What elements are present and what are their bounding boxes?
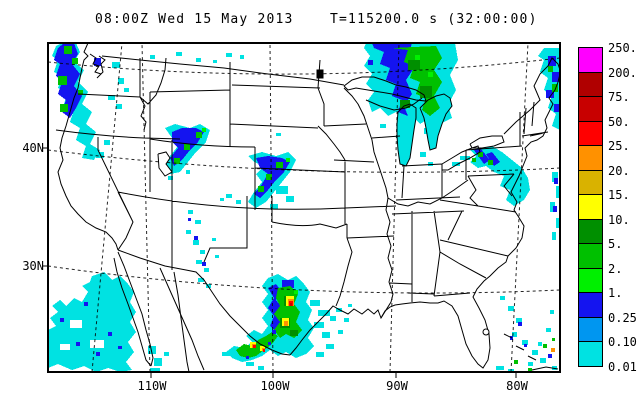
precip-blob-baja-pacific — [48, 272, 169, 372]
lon-label-110w: 110W — [137, 379, 167, 393]
precip-blob-texas — [222, 274, 352, 370]
gridline-110w — [141, 42, 151, 373]
colorbar-cell-4 — [578, 145, 603, 171]
lake-superior-outline — [343, 76, 427, 102]
precip-blob-lake-superior — [364, 43, 458, 166]
axis-ticks — [42, 147, 517, 378]
colorbar-cell-2 — [578, 96, 603, 122]
colorbar-cell-11 — [578, 316, 603, 343]
gridline-80w — [510, 42, 529, 373]
colorbar-cell-12 — [578, 341, 603, 367]
colorbar-label-10.: 10. — [608, 212, 630, 227]
precip-specks-montana — [150, 52, 244, 63]
precip-specks-new-mexico — [186, 210, 219, 288]
colorbar-label-0.10: 0.10 — [608, 335, 637, 350]
lake-huron-outline — [419, 93, 453, 151]
lake-michigan-outline — [396, 103, 417, 167]
puget-sound — [89, 53, 106, 79]
bahamas-islands — [503, 333, 559, 371]
lake-erie-outline — [441, 145, 481, 171]
timestamp-label: 08:00Z Wed 15 May 2013 — [95, 12, 294, 27]
precip-blob-utah — [164, 124, 210, 180]
colorbar-label-20.: 20. — [608, 163, 630, 178]
canada-border — [101, 55, 345, 86]
colorbar-label-15.: 15. — [608, 188, 630, 203]
state-borders — [55, 57, 549, 373]
pacific-coastline — [57, 42, 119, 251]
map-frame — [42, 42, 561, 378]
colorbar-cell-0 — [578, 47, 603, 73]
lake-ontario-outline — [469, 135, 505, 149]
precip-blob-nebraska — [220, 133, 296, 209]
precipitation-layer — [48, 43, 561, 372]
colorbar-label-75.: 75. — [608, 90, 630, 105]
gulf-atlantic-coastline — [289, 73, 561, 369]
colorbar — [578, 47, 603, 367]
lon-label-80w: 80W — [506, 379, 528, 393]
lon-label-90w: 90W — [386, 379, 408, 393]
colorbar-cell-10 — [578, 292, 603, 318]
map-outline-layer — [55, 42, 561, 373]
colorbar-label-250.: 250. — [608, 41, 637, 55]
colorbar-cell-6 — [578, 194, 603, 220]
colorbar-cell-5 — [578, 169, 603, 196]
lon-label-100w: 100W — [260, 379, 290, 393]
colorbar-label-25.: 25. — [608, 139, 630, 154]
colorbar-label-200.: 200. — [608, 65, 637, 80]
colorbar-cell-1 — [578, 71, 603, 98]
colorbar-label-5.: 5. — [608, 237, 623, 252]
gridline-115w — [91, 42, 123, 373]
colorbar-cell-7 — [578, 218, 603, 245]
lake-michigan — [397, 104, 416, 166]
precip-blob-maine — [538, 48, 560, 130]
lat-label-40n: 40N — [22, 141, 44, 155]
lat-label-30n: 30N — [22, 259, 44, 273]
precip-blob-florida — [496, 296, 557, 372]
colorbar-label-0.25: 0.25 — [608, 310, 637, 325]
great-salt-lake — [157, 151, 173, 177]
gridline-90w — [389, 42, 400, 373]
gridline-50n — [47, 57, 561, 75]
canada-border-east — [503, 57, 561, 135]
colorbar-cell-8 — [578, 243, 603, 269]
lake-okeechobee — [482, 328, 490, 336]
precip-blob-pacific-northwest — [52, 43, 129, 160]
colorbar-label-0.01: 0.01 — [608, 360, 637, 374]
colorbar-cell-3 — [578, 120, 603, 147]
precip-blob-mid-atlantic — [452, 146, 561, 240]
colorbar-label-2.: 2. — [608, 261, 623, 276]
colorbar-label-50.: 50. — [608, 114, 630, 129]
lake-of-the-woods — [316, 69, 324, 79]
colorbar-cell-9 — [578, 267, 603, 294]
colorbar-label-1.: 1. — [608, 286, 623, 301]
model-time-label: T=115200.0 s (32:00:00) — [330, 12, 538, 27]
